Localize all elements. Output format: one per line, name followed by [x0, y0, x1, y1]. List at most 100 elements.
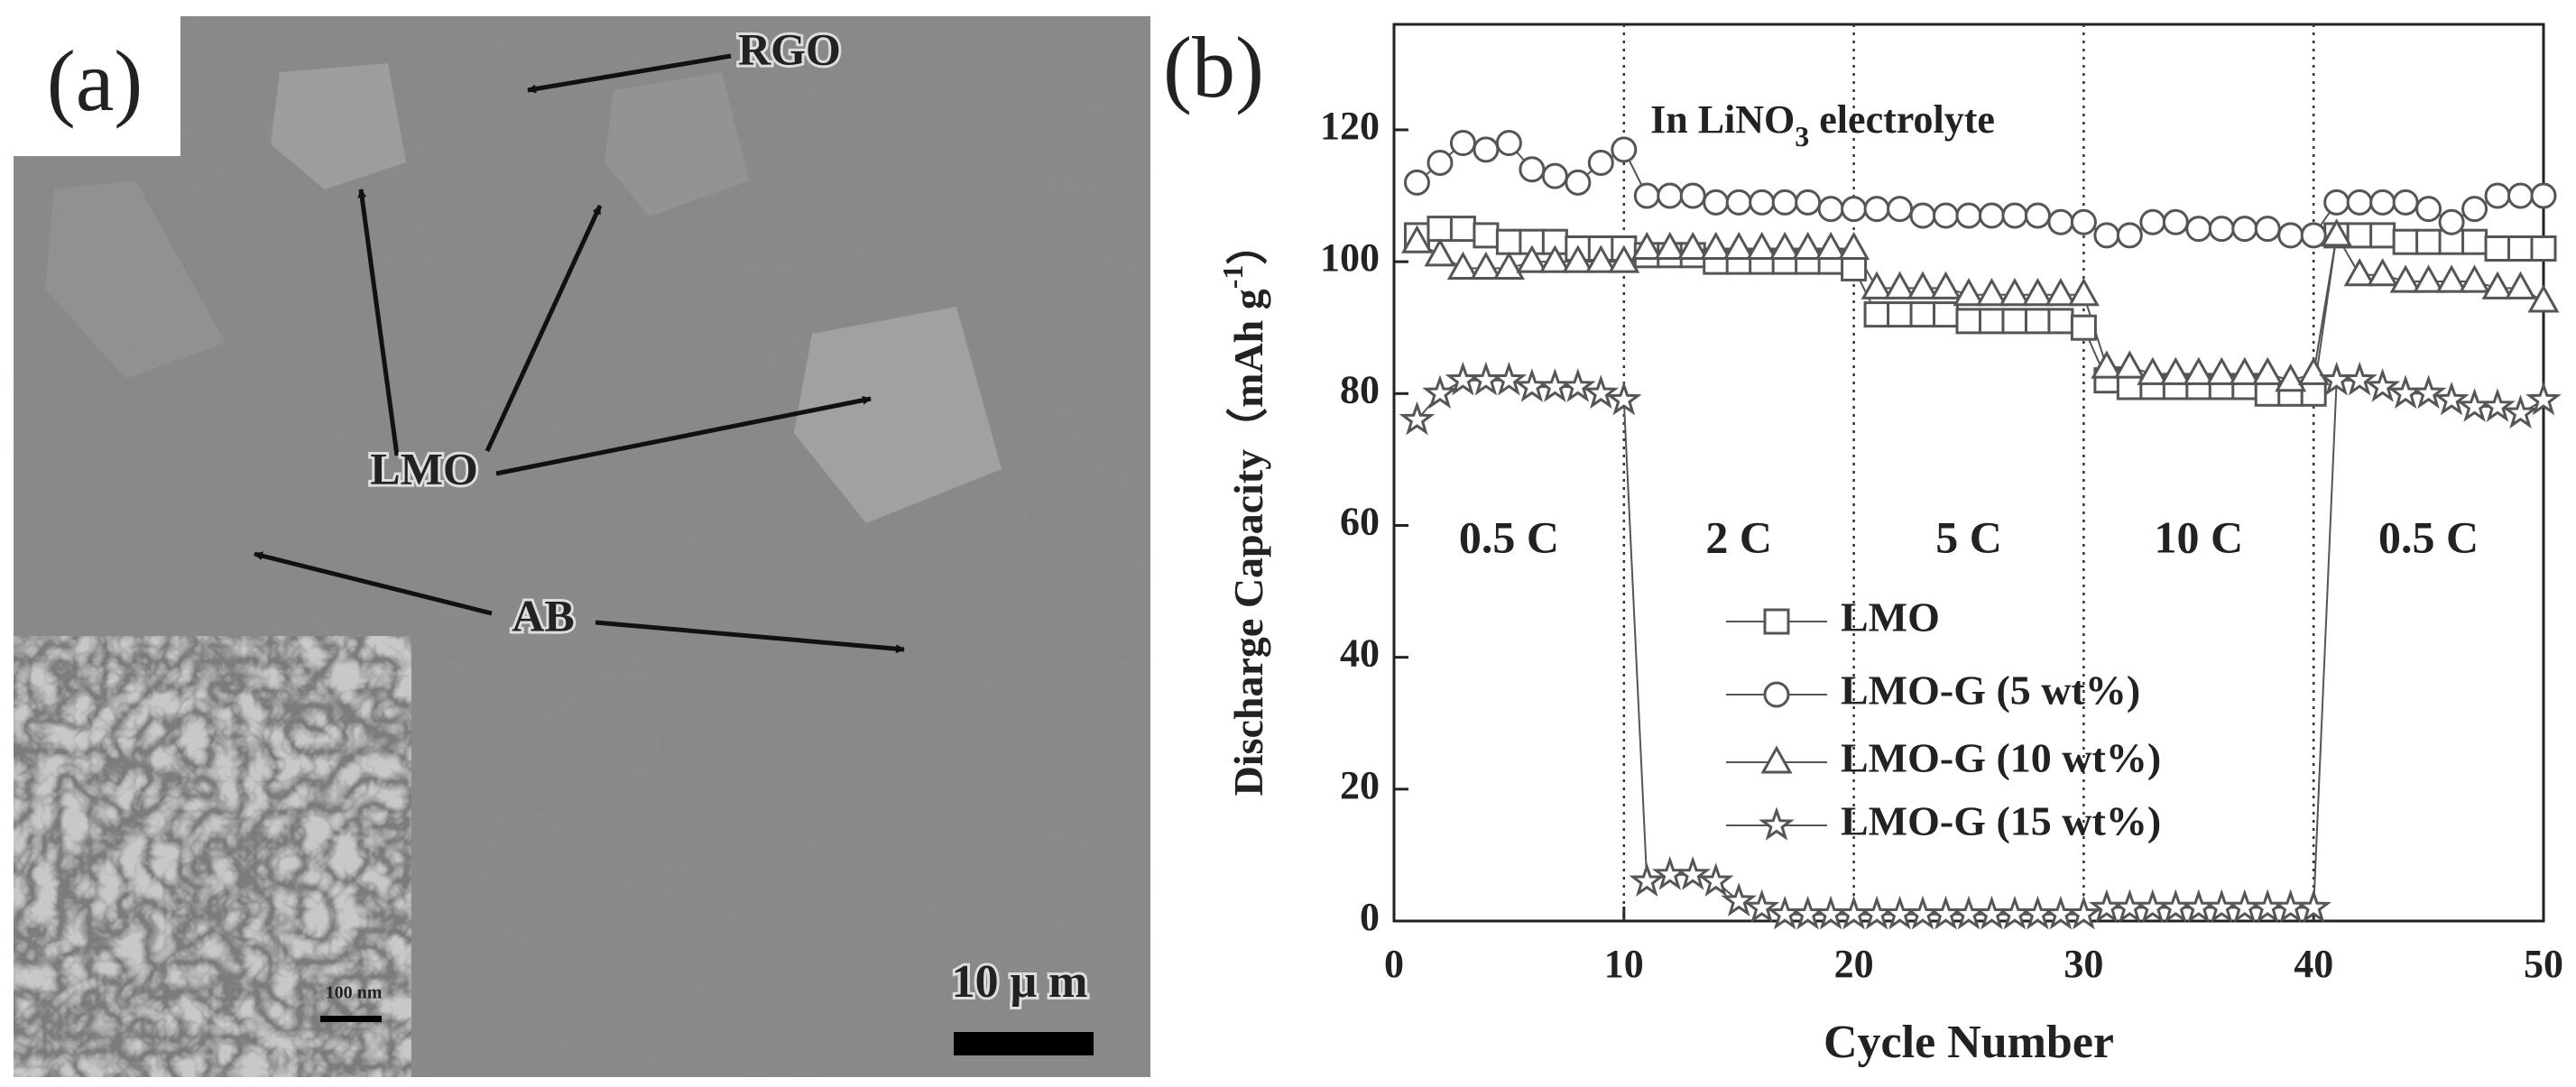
panel-label: (a)	[47, 32, 143, 129]
marker	[2530, 235, 2557, 262]
marker	[1446, 251, 1479, 280]
marker	[1792, 231, 1824, 261]
marker	[2389, 264, 2422, 293]
y-axis-title-part: ）	[1225, 224, 1271, 265]
marker	[1541, 162, 1568, 189]
marker	[2459, 264, 2491, 293]
marker	[1538, 244, 1571, 273]
marker	[1955, 202, 1982, 229]
marker	[2323, 189, 2350, 216]
marker	[2091, 350, 2123, 379]
marker	[2272, 889, 2309, 924]
marker	[1907, 271, 1939, 299]
marker	[2530, 182, 2557, 209]
marker	[2275, 364, 2307, 392]
marker	[2484, 182, 2511, 209]
marker	[2295, 889, 2332, 924]
scale-bar-label: 10 μ m	[952, 956, 1088, 1008]
marker	[1795, 189, 1822, 216]
marker	[2180, 889, 2217, 924]
y-axis-title-part: -1	[1216, 265, 1249, 290]
rate-label: 5 C	[1935, 511, 2002, 562]
y-tick-label: 0	[1360, 895, 1380, 939]
marker	[2341, 361, 2377, 396]
x-tick-label: 10	[1604, 942, 1644, 986]
marker	[1884, 271, 1916, 299]
marker	[1424, 238, 1456, 267]
marker	[2183, 356, 2215, 385]
marker	[1633, 182, 1660, 209]
annotation: In LiNO3 electrolyte	[1650, 97, 1995, 152]
inset-image	[14, 636, 411, 1077]
marker	[1495, 130, 1522, 157]
marker	[2249, 889, 2286, 924]
y-tick-label: 120	[1320, 104, 1380, 148]
arrow	[595, 620, 905, 654]
marker	[1930, 271, 1962, 299]
marker	[1491, 361, 1528, 396]
marker	[2415, 196, 2442, 223]
legend-label: LMO-G (15 wt%)	[1841, 798, 2161, 844]
marker	[1860, 271, 1893, 299]
marker	[2203, 889, 2240, 924]
legend-marker	[1763, 681, 1790, 708]
marker	[1426, 149, 1454, 176]
marker	[1887, 196, 1914, 223]
marker	[2367, 258, 2399, 287]
marker	[2067, 277, 2100, 307]
x-axis-title: Cycle Number	[1824, 1017, 2114, 1068]
marker	[2461, 228, 2488, 255]
marker	[1679, 182, 1706, 209]
marker	[1400, 225, 1433, 253]
marker	[1584, 244, 1617, 273]
inset-scale-bar	[320, 1016, 382, 1022]
marker	[2208, 216, 2235, 243]
x-tick-label: 0	[1384, 942, 1404, 986]
marker	[1565, 169, 1592, 196]
marker	[1473, 136, 1500, 163]
marker	[1817, 196, 1844, 223]
marker	[1422, 374, 1458, 410]
marker	[2300, 380, 2327, 407]
marker	[1675, 856, 1712, 890]
marker	[1449, 130, 1476, 157]
marker	[1746, 231, 1778, 261]
marker	[1975, 277, 2008, 307]
arrows	[254, 53, 905, 654]
rate-label: 0.5 C	[2378, 511, 2479, 562]
marker	[2505, 271, 2537, 299]
flake	[605, 72, 749, 216]
marker	[1838, 231, 1870, 261]
marker	[1605, 381, 1642, 416]
marker	[2364, 368, 2401, 402]
marker	[2438, 208, 2465, 235]
y-axis-title-part: Discharge Capacity（mAh g	[1225, 289, 1271, 796]
annotation-part: In LiNO	[1650, 97, 1795, 142]
marker	[2159, 356, 2192, 385]
marker	[1399, 401, 1436, 436]
annotation-part: 3	[1795, 120, 1809, 152]
marker	[2321, 218, 2353, 247]
marker	[2502, 394, 2539, 429]
marker	[1863, 196, 1890, 223]
marker	[1495, 228, 1522, 255]
y-tick-label: 80	[1340, 367, 1380, 411]
x-tick-label: 40	[2294, 942, 2333, 986]
y-tick-label: 40	[1340, 631, 1380, 676]
marker	[1978, 202, 2005, 229]
marker	[2162, 208, 2189, 235]
marker	[2229, 356, 2261, 385]
marker	[1608, 244, 1640, 273]
marker	[1473, 222, 1500, 249]
y-axis-title: Discharge Capacity（mAh g-1）	[1216, 224, 1270, 797]
marker	[2024, 202, 2051, 229]
marker	[2001, 202, 2028, 229]
marker	[1560, 368, 1596, 402]
marker	[2157, 889, 2194, 924]
marker	[1909, 202, 1936, 229]
marker	[2507, 235, 2534, 262]
arrow	[254, 551, 493, 616]
x-tick-label: 30	[2064, 942, 2103, 986]
flake	[45, 180, 226, 379]
